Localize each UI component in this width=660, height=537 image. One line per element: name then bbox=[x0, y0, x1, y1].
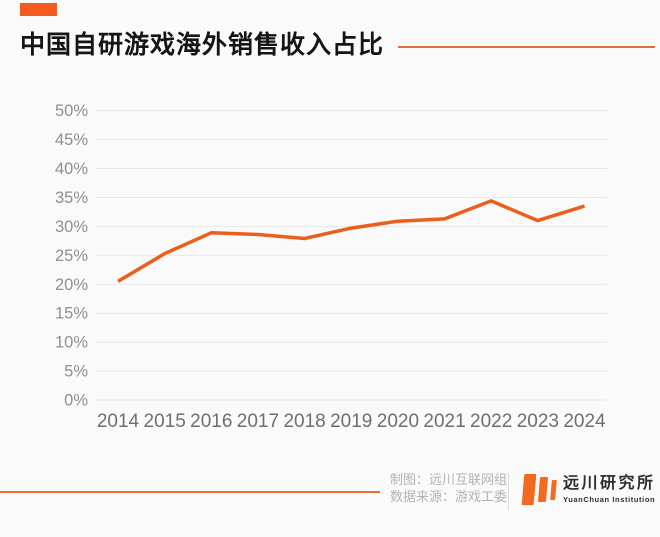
logo-bar-icon bbox=[521, 474, 537, 505]
y-tick-label: 50% bbox=[55, 102, 88, 120]
x-tick-label: 2023 bbox=[517, 411, 559, 432]
logo-bar-icon bbox=[537, 477, 549, 502]
y-tick-label: 5% bbox=[64, 363, 88, 381]
revenue-share-line bbox=[117, 199, 586, 283]
logo-bars-icon bbox=[521, 474, 557, 505]
x-tick-label: 2019 bbox=[330, 411, 372, 432]
y-tick-label: 10% bbox=[55, 334, 88, 352]
line-chart: 0%5%10%15%20%25%30%35%40%45%50%2014 2015 2… bbox=[55, 102, 607, 432]
y-tick-label: 20% bbox=[55, 276, 88, 294]
yuanchuan-logo: 远川研究所 YuanChuan Institution bbox=[521, 474, 656, 505]
credit-author: 制图：远川互联网组 bbox=[390, 472, 508, 487]
footer-rule-line bbox=[0, 491, 380, 493]
x-tick-label: 2018 bbox=[283, 411, 325, 432]
y-tick-label: 30% bbox=[55, 218, 88, 236]
x-tick-label: 2024 bbox=[563, 411, 606, 432]
x-tick-label: 2014 bbox=[97, 411, 140, 432]
x-tick-label: 2016 bbox=[190, 411, 232, 432]
x-tick-label: 2020 bbox=[377, 411, 419, 432]
header: 中国自研游戏海外销售收入占比 bbox=[20, 28, 655, 62]
x-tick-label: 2017 bbox=[237, 411, 279, 432]
title-rule-line bbox=[398, 46, 655, 48]
y-tick-label: 35% bbox=[55, 189, 88, 207]
credit-source: 数据来源：游戏工委 bbox=[390, 489, 508, 504]
y-tick-label: 15% bbox=[55, 305, 88, 323]
x-tick-label: 2022 bbox=[470, 411, 512, 432]
x-tick-label: 2015 bbox=[144, 411, 186, 432]
y-tick-label: 40% bbox=[55, 160, 88, 178]
logo-bar-icon bbox=[550, 479, 557, 500]
logo-name-en: YuanChuan Institution bbox=[563, 495, 656, 504]
footer-divider bbox=[508, 473, 509, 510]
logo-name-cn: 远川研究所 bbox=[563, 475, 656, 492]
page-title: 中国自研游戏海外销售收入占比 bbox=[20, 31, 385, 59]
x-tick-label: 2021 bbox=[423, 411, 465, 432]
credits: 制图：远川互联网组 数据来源：游戏工委 bbox=[390, 471, 507, 505]
y-tick-label: 0% bbox=[64, 392, 88, 410]
y-tick-label: 45% bbox=[55, 131, 88, 149]
brand-accent-block bbox=[20, 3, 57, 16]
logo-text: 远川研究所 YuanChuan Institution bbox=[563, 475, 656, 504]
y-tick-label: 25% bbox=[55, 247, 88, 265]
